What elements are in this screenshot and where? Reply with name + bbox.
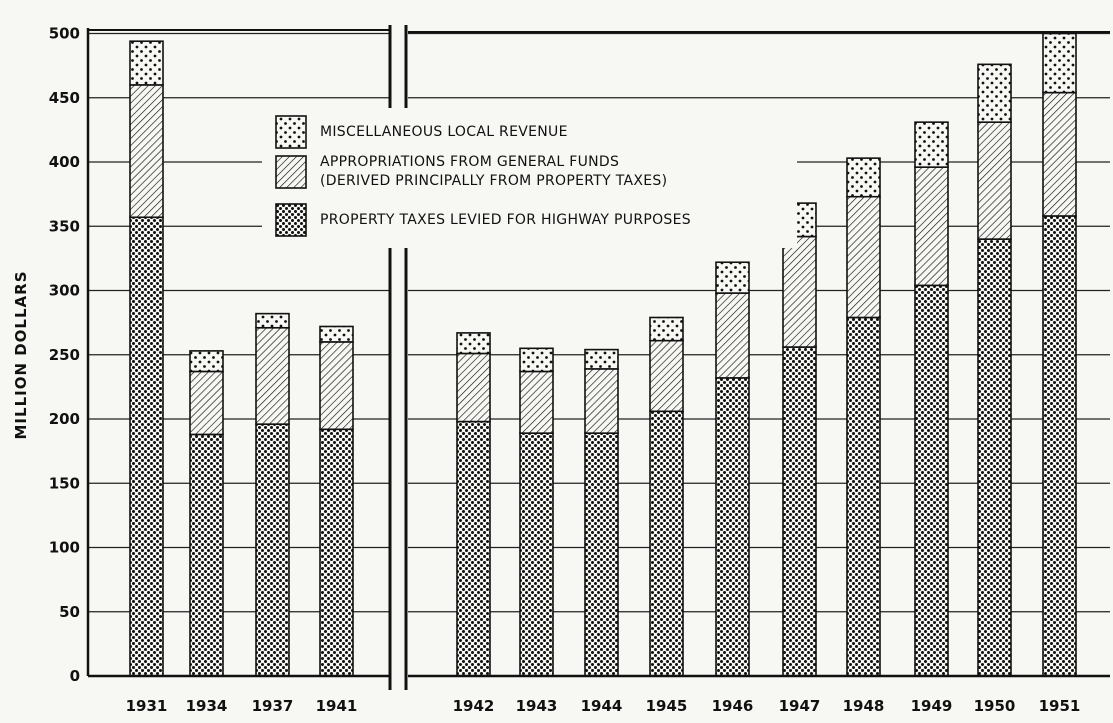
bar-1943-segment-3 [519, 347, 554, 373]
x-tick-label-1951: 1951 [1039, 697, 1081, 715]
bar-1943-segment-1 [519, 432, 554, 677]
y-tick-label-350: 350 [49, 217, 80, 235]
bar-1937-segment-1 [255, 423, 290, 677]
legend: MISCELLANEOUS LOCAL REVENUE APPROPRIATION… [262, 108, 797, 248]
bar-1949-segment-2 [914, 166, 949, 287]
x-tick-label-1942: 1942 [453, 697, 495, 715]
bar-1949-segment-3 [914, 121, 949, 168]
bars [129, 32, 1077, 677]
bar-1951-segment-1 [1042, 215, 1077, 677]
bar-1942-segment-1 [456, 420, 491, 677]
x-tick-label-1946: 1946 [712, 697, 754, 715]
legend-label-2-line-2: (DERIVED PRINCIPALLY FROM PROPERTY TAXES… [320, 173, 667, 189]
y-tick-label-500: 500 [49, 25, 80, 43]
x-tick-label-1945: 1945 [646, 697, 688, 715]
x-tick-label-1937: 1937 [252, 697, 294, 715]
y-tick-label-400: 400 [49, 153, 80, 171]
bar-1931-segment-2 [129, 84, 164, 219]
bar-1931-segment-1 [129, 216, 164, 677]
y-tick-label-250: 250 [49, 346, 80, 364]
bar-1951-segment-3 [1042, 32, 1077, 94]
x-tick-label-1950: 1950 [974, 697, 1016, 715]
bar-1946-segment-2 [715, 292, 750, 379]
y-axis-label: MILLION DOLLARS [12, 270, 30, 439]
legend-background [262, 108, 797, 248]
legend-label-2-line-1: APPROPRIATIONS FROM GENERAL FUNDS [320, 154, 619, 170]
bar-1934-segment-2 [189, 370, 224, 436]
bar-1948-segment-2 [846, 195, 881, 319]
x-tick-label-1948: 1948 [843, 697, 885, 715]
x-tick-label-1934: 1934 [186, 697, 228, 715]
bar-1934-segment-1 [189, 433, 224, 677]
y-tick-label-200: 200 [49, 410, 80, 428]
bar-1946-segment-1 [715, 377, 750, 677]
bar-1934-segment-3 [189, 350, 224, 373]
bar-1945-segment-3 [649, 316, 684, 342]
bar-1944-segment-1 [584, 432, 619, 677]
bar-1950-segment-1 [977, 238, 1012, 677]
y-tick-label-450: 450 [49, 89, 80, 107]
bar-1948-segment-1 [846, 316, 881, 677]
x-tick-label-1941: 1941 [316, 697, 358, 715]
bar-1947-segment-1 [782, 346, 817, 677]
bar-1947-segment-2 [782, 235, 817, 348]
x-tick-label-1947: 1947 [779, 697, 821, 715]
x-tick-label-1931: 1931 [126, 697, 168, 715]
bar-1941-segment-2 [319, 341, 354, 431]
bar-1937-segment-3 [255, 312, 290, 329]
bar-1944-segment-2 [584, 368, 619, 434]
y-tick-label-0: 0 [70, 667, 80, 685]
bar-1950-segment-2 [977, 121, 1012, 240]
axes: 1931 1934 1937 1941 1942 1943 1944 1945 1946 1947… [12, 25, 1110, 715]
bar-1931-segment-3 [129, 40, 164, 86]
bar-1951-segment-2 [1042, 91, 1077, 217]
bar-1944-segment-3 [584, 348, 619, 370]
bar-1946-segment-3 [715, 261, 750, 294]
x-tick-label-1944: 1944 [581, 697, 623, 715]
bar-1942-segment-2 [456, 352, 491, 423]
y-tick-label-150: 150 [49, 474, 80, 492]
x-tick-label-1943: 1943 [516, 697, 558, 715]
y-tick-label-50: 50 [59, 603, 80, 621]
bar-1942-segment-3 [456, 332, 491, 355]
legend-swatch-1 [275, 115, 307, 149]
bar-1948-segment-3 [846, 157, 881, 198]
bar-1937-segment-2 [255, 326, 290, 425]
bar-1945-segment-1 [649, 410, 684, 677]
bar-1949-segment-1 [914, 284, 949, 677]
y-tick-label-100: 100 [49, 539, 80, 557]
legend-label-1: MISCELLANEOUS LOCAL REVENUE [320, 124, 568, 140]
bar-1945-segment-2 [649, 339, 684, 413]
bar-1941-segment-1 [319, 428, 354, 677]
x-tick-label-1949: 1949 [911, 697, 953, 715]
bar-1941-segment-3 [319, 325, 354, 343]
legend-swatch-3 [275, 203, 307, 237]
legend-swatch-2 [275, 155, 307, 189]
y-tick-label-300: 300 [49, 282, 80, 300]
legend-label-3: PROPERTY TAXES LEVIED FOR HIGHWAY PURPOS… [320, 212, 691, 228]
bar-1950-segment-3 [977, 63, 1012, 123]
bar-1943-segment-2 [519, 370, 554, 434]
